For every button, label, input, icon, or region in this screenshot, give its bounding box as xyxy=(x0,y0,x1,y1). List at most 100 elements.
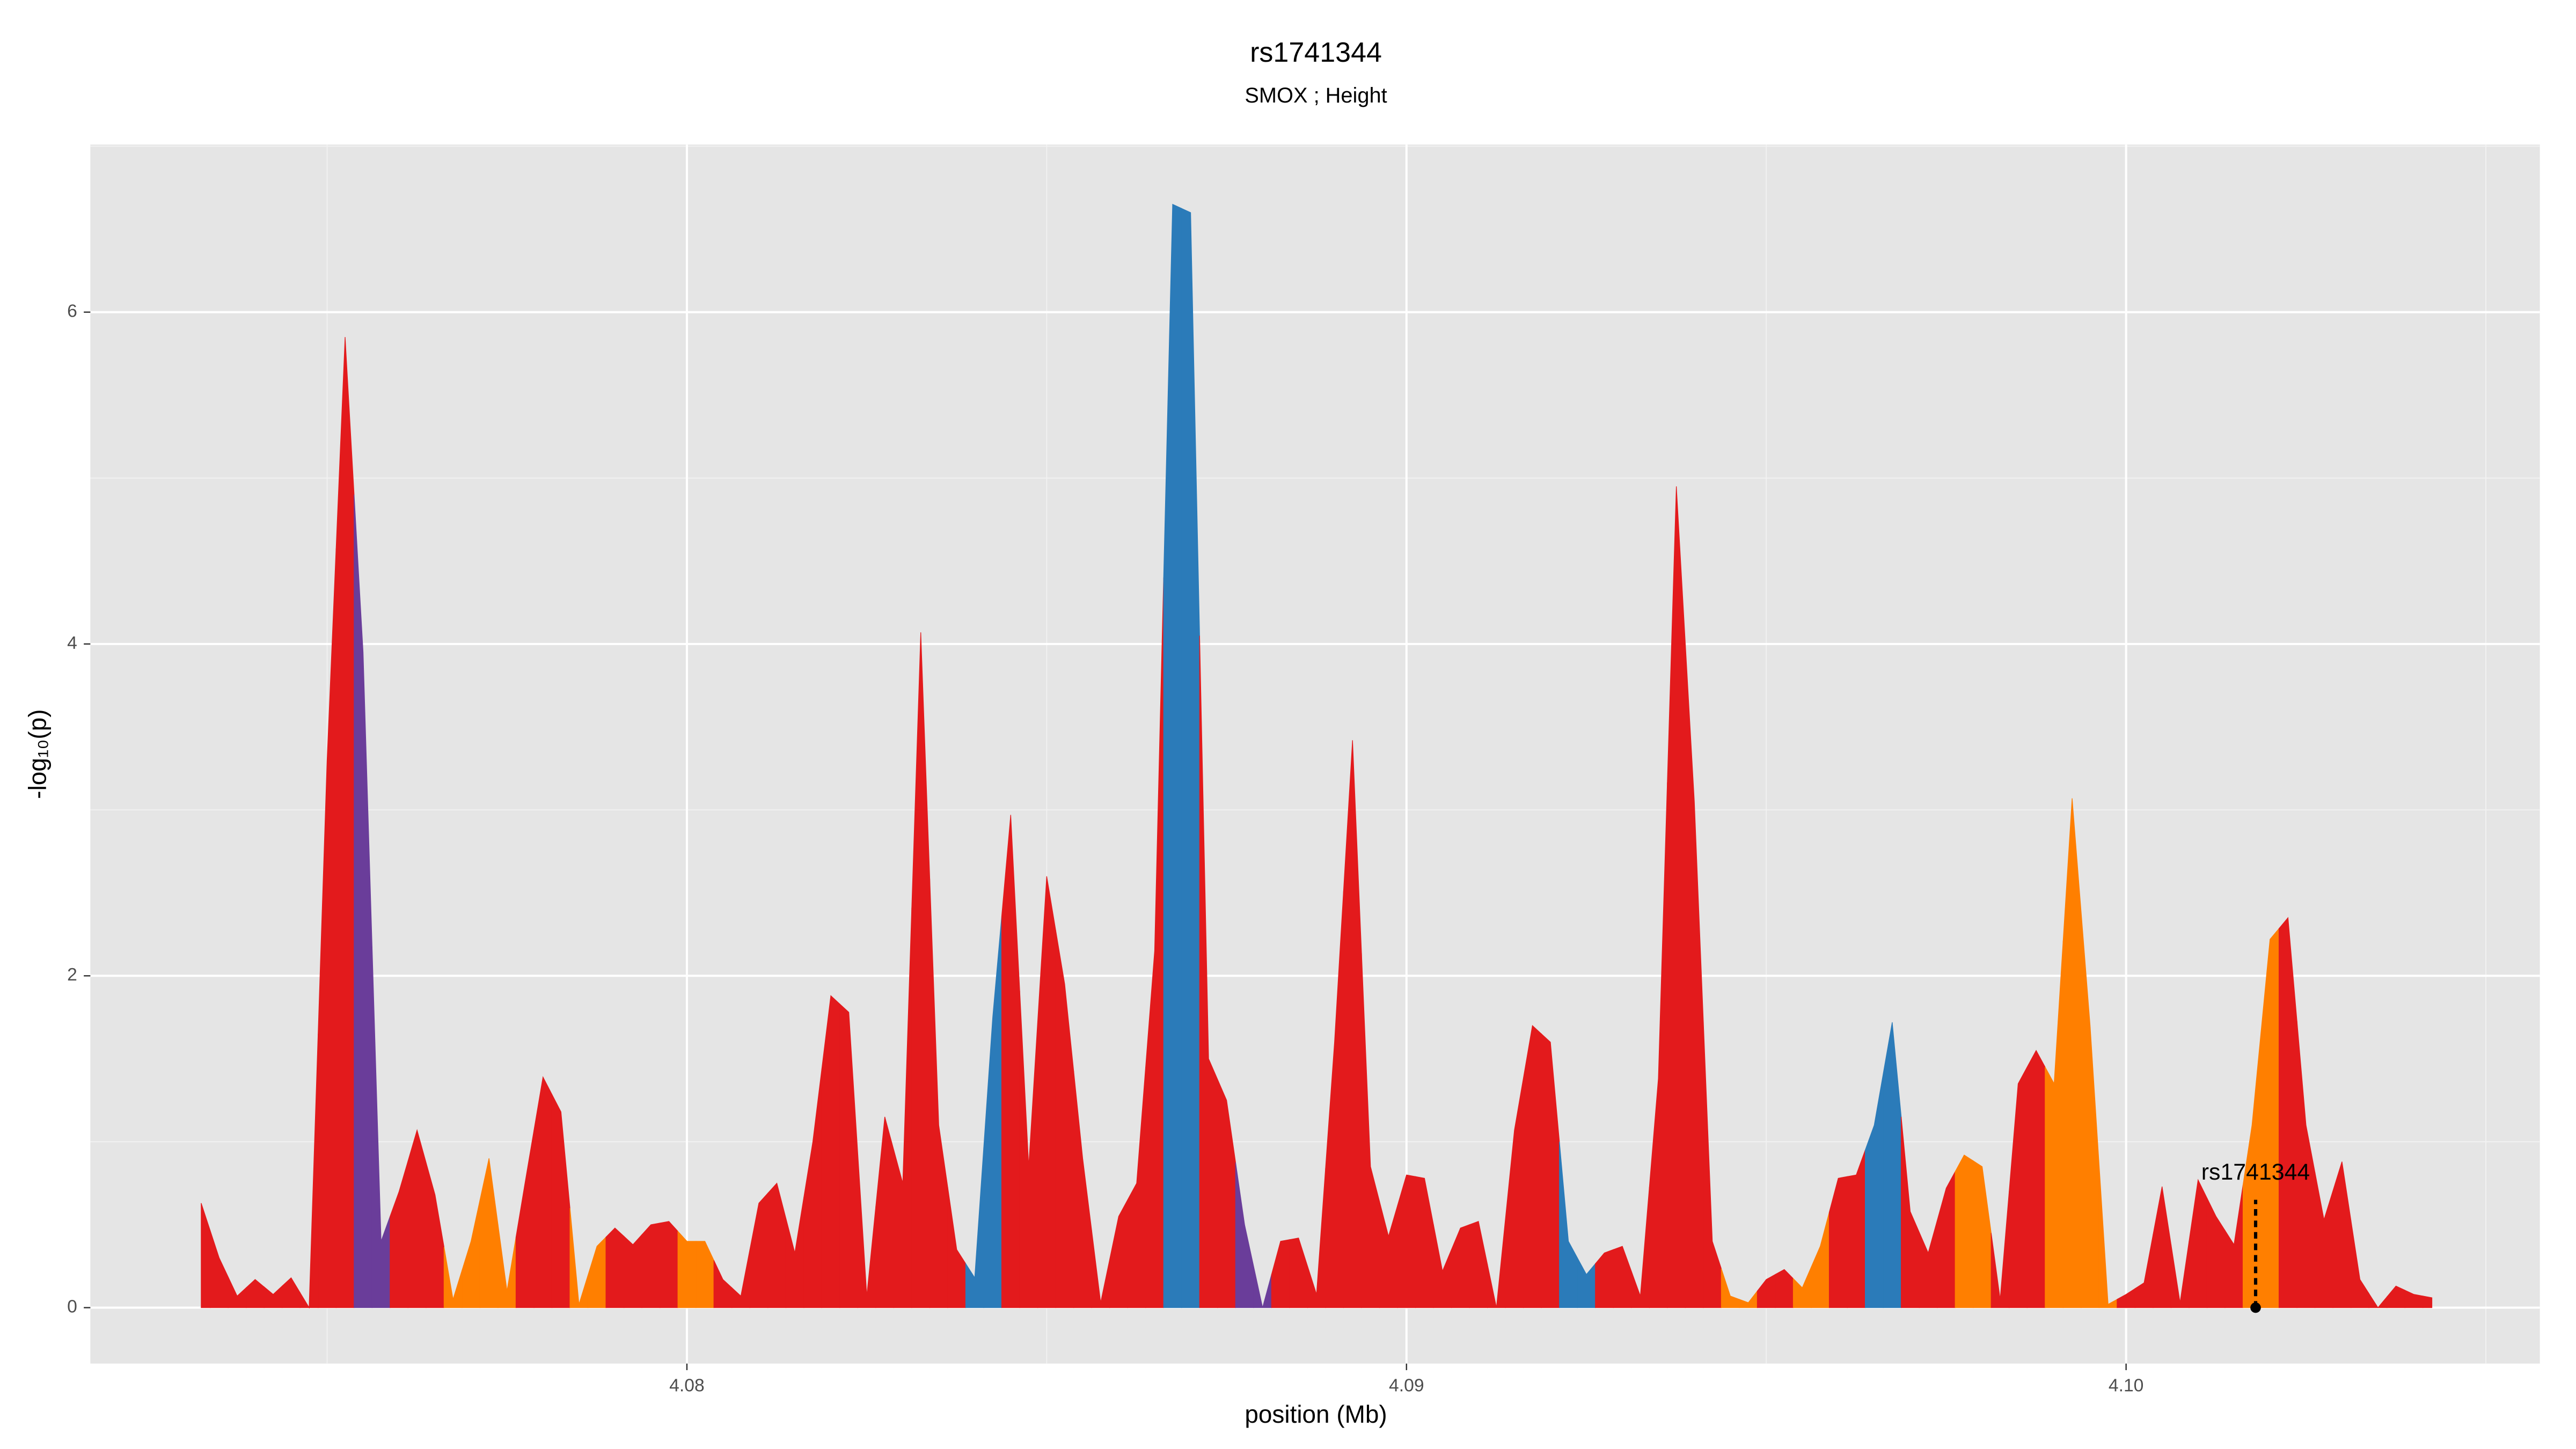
area-segment xyxy=(282,1277,301,1308)
area-segment xyxy=(1523,1024,1542,1308)
area-segment xyxy=(767,1182,786,1308)
y-tick-label: 0 xyxy=(67,1297,77,1317)
area-segment xyxy=(371,947,391,1308)
area-segment xyxy=(1325,891,1344,1308)
area-segment xyxy=(875,1116,895,1308)
area-segment xyxy=(1792,1267,1812,1308)
area-segment xyxy=(2009,1067,2028,1308)
area-segment xyxy=(2368,1292,2388,1308)
area-segment xyxy=(1559,1141,1578,1308)
area-segment xyxy=(462,1199,481,1308)
area-segment xyxy=(2387,1285,2405,1308)
area-segment xyxy=(426,1162,445,1308)
area-segment xyxy=(1253,1266,1272,1308)
area-segment xyxy=(696,1241,714,1308)
area-segment xyxy=(1883,1022,1902,1308)
area-segment xyxy=(1864,1073,1884,1308)
area-segment xyxy=(1757,1274,1776,1308)
area-segment xyxy=(1001,815,1020,1308)
area-segment xyxy=(785,1197,804,1308)
area-segment xyxy=(803,1069,822,1308)
area: rs1741344 xyxy=(201,203,2433,1313)
area-segment xyxy=(1433,1224,1452,1308)
area-segment xyxy=(2098,1165,2118,1308)
area-segment xyxy=(929,879,948,1308)
area-segment xyxy=(624,1234,642,1308)
area-segment xyxy=(1595,1249,1614,1308)
area-segment xyxy=(1613,1246,1632,1308)
area-segment xyxy=(1073,1071,1092,1308)
area-segment xyxy=(1469,1221,1488,1308)
plot-panel xyxy=(90,144,2540,1364)
area-segment xyxy=(965,1147,984,1308)
chart-subtitle: SMOX ; Height xyxy=(1245,84,1387,107)
area-segment xyxy=(749,1192,769,1308)
area-segment xyxy=(677,1230,697,1308)
area-segment xyxy=(1235,1162,1254,1308)
area-segment xyxy=(857,1154,876,1308)
area-segment xyxy=(1145,577,1164,1308)
area-segment xyxy=(2260,927,2280,1308)
area-segment xyxy=(246,1279,265,1308)
area-segment xyxy=(2206,1198,2226,1308)
area-segment xyxy=(228,1277,247,1308)
area-segment xyxy=(1649,782,1668,1308)
area-segment xyxy=(2332,1161,2352,1308)
area-segment xyxy=(2189,1179,2208,1308)
area-segment xyxy=(2026,1050,2046,1308)
area-segment xyxy=(1091,1230,1110,1308)
x-tick-label: 4.09 xyxy=(1389,1376,1424,1396)
y-tick-label: 2 xyxy=(67,965,77,985)
area-segment xyxy=(2404,1290,2424,1308)
area-segment xyxy=(1847,1150,1866,1308)
annotation-label: rs1741344 xyxy=(2201,1159,2310,1185)
area-segment xyxy=(335,336,355,1308)
area-segment xyxy=(1919,1220,1938,1308)
area-segment xyxy=(318,548,336,1308)
area-segment xyxy=(1811,1212,1830,1308)
area-segment xyxy=(1127,1067,1146,1308)
area-segment xyxy=(390,1160,408,1308)
area-segment xyxy=(497,1224,517,1308)
area-segment xyxy=(2278,917,2297,1308)
area-segment xyxy=(354,494,372,1308)
y-axis-label: -log₁₀(p) xyxy=(24,709,52,799)
area-segment xyxy=(1973,1160,1992,1308)
area-segment xyxy=(1181,208,1200,1308)
area-segment xyxy=(587,1236,606,1308)
area-segment xyxy=(1775,1269,1794,1308)
area-segment xyxy=(1343,740,1362,1308)
y-tick-label: 4 xyxy=(67,633,77,653)
area-segment xyxy=(1901,1117,1920,1308)
area-segment xyxy=(1721,1268,1740,1308)
x-tick-label: 4.08 xyxy=(669,1376,705,1396)
area-segment xyxy=(1379,1201,1398,1308)
grid xyxy=(90,144,2540,1364)
area-segment xyxy=(1487,1219,1506,1308)
area-segment xyxy=(2351,1220,2369,1308)
area-segment xyxy=(1667,486,1686,1308)
area-segment xyxy=(1577,1257,1596,1308)
area-segment xyxy=(2117,1287,2136,1308)
area-segment xyxy=(2153,1186,2172,1308)
area-segment xyxy=(2423,1296,2433,1308)
area-segment xyxy=(1055,930,1074,1308)
area-segment xyxy=(551,1094,570,1308)
area-segment xyxy=(1199,635,1218,1308)
area-segment xyxy=(2296,1021,2316,1308)
area-segment xyxy=(947,1187,967,1308)
area-segment xyxy=(1739,1290,1758,1308)
area-segment xyxy=(893,908,912,1308)
area-segment xyxy=(1163,203,1182,1308)
area-segment xyxy=(1631,1187,1650,1308)
area-segment xyxy=(299,1034,319,1309)
area-segment xyxy=(2081,912,2099,1308)
area-segment xyxy=(1505,1078,1524,1308)
area-segment xyxy=(1937,1171,1956,1308)
area-segment xyxy=(641,1223,661,1308)
area-segment xyxy=(911,632,931,1308)
area-segment xyxy=(1990,1191,2010,1308)
area-segment xyxy=(1037,876,1056,1308)
